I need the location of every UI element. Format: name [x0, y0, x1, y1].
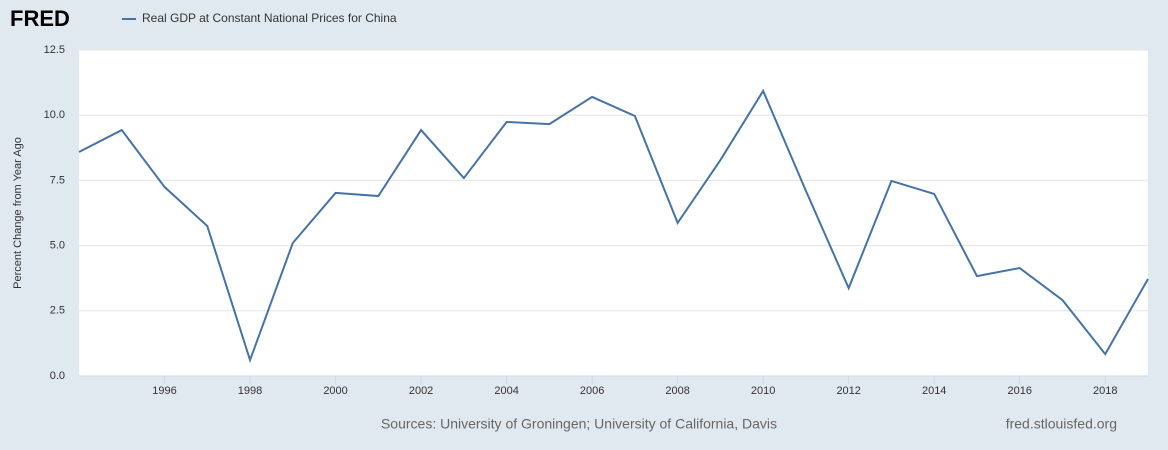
- x-tick-label: 2002: [409, 385, 433, 397]
- x-tick-label: 2004: [494, 385, 518, 397]
- x-tick-label: 2010: [751, 385, 775, 397]
- y-tick-label: 0.0: [50, 370, 65, 382]
- x-tick-label: 2000: [323, 385, 347, 397]
- x-tick-label: 2008: [665, 385, 689, 397]
- site-link[interactable]: fred.stlouisfed.org: [1006, 416, 1117, 432]
- brand-logo[interactable]: FRED: [10, 6, 70, 31]
- series-line: [78, 88, 1149, 364]
- source: Sources: University of Groningen; Univer…: [381, 416, 777, 432]
- x-tick-label: 2014: [922, 385, 946, 397]
- x-tick-label: 2012: [836, 385, 860, 397]
- y-tick-label: 10.0: [44, 109, 65, 121]
- x-tick-label: 2006: [580, 385, 604, 397]
- legend-label: Real GDP at Constant National Prices for…: [142, 11, 397, 25]
- x-tick-label: 2016: [1007, 385, 1031, 397]
- y-tick-label: 12.5: [44, 44, 65, 56]
- y-axis-label: Percent Change from Year Ago: [12, 137, 24, 289]
- x-tick-label: 2018: [1093, 385, 1117, 397]
- plot-area: [79, 50, 1148, 376]
- x-tick-label: 1998: [238, 385, 262, 397]
- y-tick-label: 5.0: [50, 240, 65, 252]
- x-tick-label: 1996: [152, 385, 176, 397]
- y-tick-label: 2.5: [50, 305, 65, 317]
- y-tick-label: 7.5: [50, 174, 65, 186]
